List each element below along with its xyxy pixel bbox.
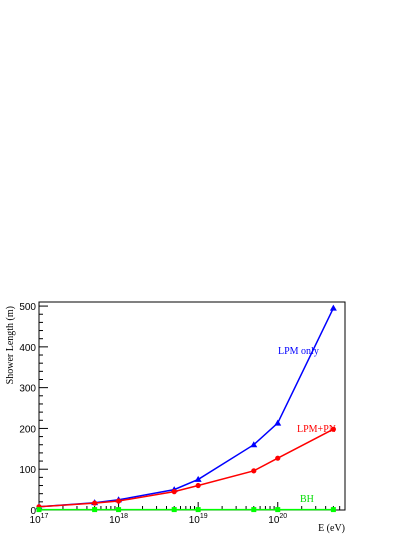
data-point-lpm-only [274,419,282,426]
series-label-lpm-pn: LPM+PN [297,424,336,435]
data-point-bh [116,507,122,513]
data-point-bh [195,507,201,513]
y-tick-label: 100 [19,465,36,476]
series-line-lpm-pn [38,428,334,508]
data-point-bh [36,507,42,513]
data-point-lpm-only [329,304,337,311]
data-point-bh [171,507,177,513]
data-point-lpm-pn [275,455,281,461]
y-tick-label: 300 [19,384,36,395]
series-layer [35,304,337,513]
x-tick-label: 1020 [268,513,287,526]
data-point-lpm-pn [251,468,257,474]
data-point-lpm-only [250,441,258,448]
data-point-lpm-only [194,475,202,482]
y-tick-label: 500 [19,302,36,313]
series-label-bh: BH [300,494,314,505]
series-line-lpm-only [38,307,335,508]
x-tick-label: 1018 [109,513,128,526]
series-label-lpm-only: LPM only [278,346,319,357]
data-point-bh [275,507,281,513]
x-axis-ticks: 1017 1018 1019 1020 [30,502,346,526]
data-point-lpm-pn [330,426,336,432]
y-tick-label: 0 [30,506,36,517]
data-point-lpm-pn [195,482,201,489]
data-point-bh [330,507,336,513]
y-tick-label: 400 [19,343,36,354]
y-axis-title: Shower Length (m) [5,306,16,384]
x-axis-title: E (eV) [318,523,345,534]
data-point-lpm-pn [171,489,177,495]
x-tick-label: 1019 [189,513,208,526]
x-tick-label: 1017 [30,513,49,526]
data-point-bh [251,507,257,513]
y-axis-ticks: 0 100 200 300 400 500 [19,302,48,517]
data-point-bh [92,507,98,513]
data-point-lpm-pn [92,500,98,506]
data-point-lpm-pn [115,498,122,504]
plot-frame [38,301,346,511]
y-tick-label: 200 [19,424,36,435]
